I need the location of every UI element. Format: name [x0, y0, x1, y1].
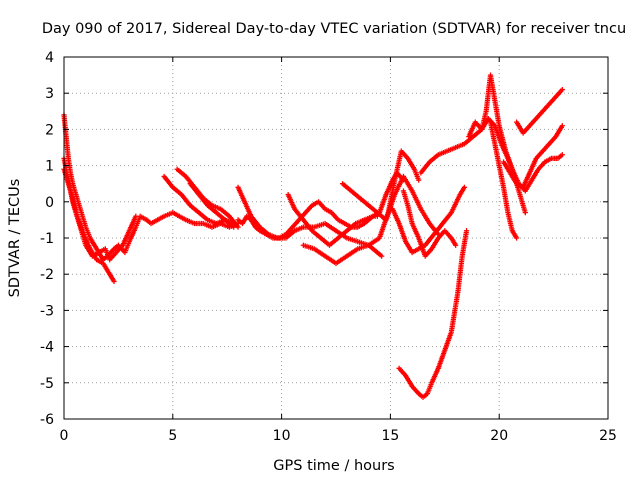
series-17: [487, 119, 520, 241]
x-tick-label: 0: [60, 428, 69, 444]
series-18: [500, 123, 565, 190]
x-axis-label: GPS time / hours: [273, 458, 394, 474]
series-11: [339, 173, 441, 237]
series-12: [389, 184, 467, 256]
data-point: [559, 152, 565, 158]
data-point: [461, 184, 467, 190]
data-point: [235, 224, 241, 230]
y-tick-label: 1: [45, 159, 54, 175]
y-tick-label: 3: [45, 86, 54, 102]
y-tick-label: 4: [45, 50, 54, 66]
data-point: [514, 235, 520, 241]
data-point: [379, 253, 385, 259]
data-point: [416, 177, 422, 183]
series-19: [514, 86, 565, 136]
x-tick-label: 20: [490, 428, 508, 444]
data-point: [111, 278, 117, 285]
data-point: [231, 220, 237, 227]
y-tick-label: 2: [45, 122, 54, 138]
y-tick-label: -5: [40, 376, 54, 392]
series-14: [396, 228, 470, 400]
x-tick-label: 15: [381, 428, 399, 444]
chart-title: Day 090 of 2017, Sidereal Day-to-day VTE…: [42, 21, 626, 37]
series-5: [174, 166, 241, 230]
data-point: [559, 86, 565, 93]
series-13: [400, 188, 459, 259]
series-4: [161, 173, 237, 230]
y-axis-label: SDTVAR / TECUs: [7, 179, 23, 298]
data-point: [133, 213, 139, 219]
x-tick-label: 25: [599, 428, 617, 444]
y-tick-label: -4: [40, 340, 54, 356]
series-3: [61, 166, 117, 285]
y-tick-label: -2: [40, 267, 54, 283]
data-points: [61, 72, 565, 400]
x-tick-label: 10: [273, 428, 291, 444]
y-tick-label: -6: [40, 412, 54, 428]
series-7: [235, 199, 380, 241]
series-6: [187, 181, 237, 227]
y-tick-label: -1: [40, 231, 54, 247]
data-point: [453, 242, 459, 248]
data-point: [463, 228, 470, 234]
data-point: [522, 210, 528, 216]
y-tick-label: 0: [45, 195, 54, 211]
axis-ticks: 0 5 10 15 20 25 -6 -5 -4 -3 -2 -1 0 1 2 3 4: [40, 50, 617, 444]
series-10: [300, 148, 422, 266]
y-tick-label: -3: [40, 303, 54, 319]
data-point: [559, 123, 565, 129]
x-tick-label: 5: [168, 428, 177, 444]
